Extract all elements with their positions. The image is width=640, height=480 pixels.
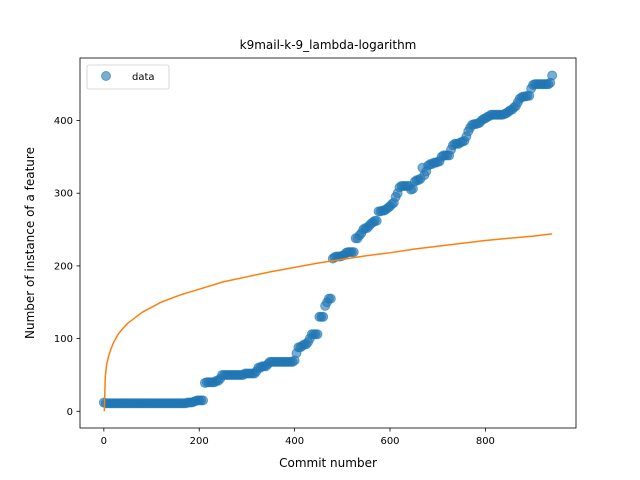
fit-curve — [103, 233, 553, 412]
x-tick-label: 800 — [476, 436, 495, 447]
y-axis-ticks: 0 100 200 300 400 — [54, 116, 80, 418]
x-tick-label: 600 — [380, 436, 399, 447]
legend-frame — [86, 64, 170, 90]
x-axis-label: Commit number — [279, 456, 377, 470]
data-point — [325, 293, 336, 304]
x-tick-label: 0 — [101, 436, 107, 447]
data-point — [371, 215, 382, 226]
chart-title: k9mail-k-9_lambda-logarithm — [240, 38, 417, 52]
x-axis-ticks: 0 200 400 600 800 — [101, 428, 495, 447]
data-point — [312, 329, 323, 340]
legend-data-marker — [101, 71, 111, 81]
data-point — [318, 311, 329, 322]
y-tick-label: 100 — [54, 334, 73, 345]
y-tick-label: 0 — [67, 407, 73, 418]
y-axis-label: Number of instance of a feature — [23, 147, 37, 339]
data-point — [198, 395, 209, 406]
x-tick-label: 400 — [285, 436, 304, 447]
y-tick-label: 200 — [54, 261, 73, 272]
plot-marks — [98, 70, 558, 412]
plot-frame — [79, 57, 577, 429]
data-point — [547, 70, 558, 81]
legend: data — [86, 64, 170, 90]
legend-data-label: data — [132, 72, 155, 83]
y-tick-label: 300 — [54, 189, 73, 200]
data-point — [348, 247, 359, 258]
x-tick-label: 200 — [190, 436, 209, 447]
y-tick-label: 400 — [54, 116, 73, 127]
